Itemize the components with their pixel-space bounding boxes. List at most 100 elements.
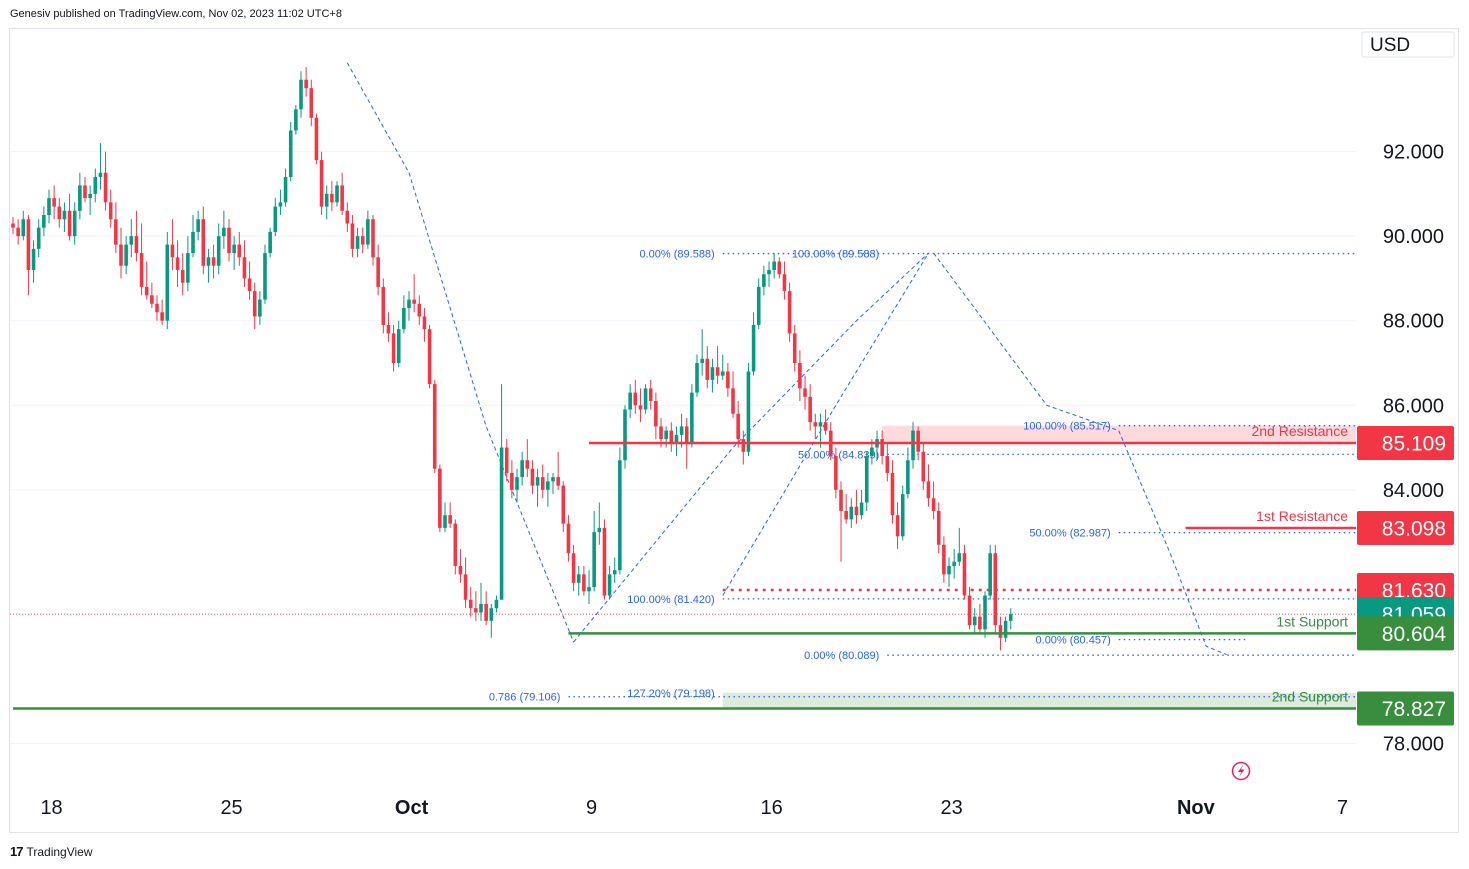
footer-brand[interactable]: 17 TradingView: [10, 844, 93, 859]
candle[interactable]: [463, 557, 468, 609]
candle[interactable]: [638, 388, 643, 423]
candle[interactable]: [515, 468, 519, 503]
candle[interactable]: [813, 413, 818, 440]
candle[interactable]: [654, 392, 658, 440]
candle[interactable]: [720, 354, 725, 380]
candle[interactable]: [602, 519, 607, 600]
candle[interactable]: [314, 113, 319, 165]
candle[interactable]: [556, 451, 560, 490]
candle[interactable]: [180, 253, 185, 296]
candle[interactable]: [854, 489, 859, 524]
candle[interactable]: [263, 244, 267, 304]
candle[interactable]: [772, 253, 776, 279]
candle[interactable]: [42, 206, 46, 237]
candle[interactable]: [304, 67, 308, 97]
candle[interactable]: [309, 79, 314, 127]
candle[interactable]: [355, 227, 360, 258]
candle[interactable]: [849, 498, 854, 528]
candle[interactable]: [330, 181, 334, 211]
candle[interactable]: [880, 430, 884, 465]
candle[interactable]: [592, 510, 596, 592]
candle[interactable]: [864, 451, 869, 511]
candle[interactable]: [124, 236, 128, 275]
candle[interactable]: [489, 603, 494, 638]
candle[interactable]: [360, 227, 365, 254]
price-label-78-827[interactable]: 78.827: [1357, 691, 1454, 726]
candle[interactable]: [432, 379, 437, 473]
candle[interactable]: [11, 217, 15, 235]
candle[interactable]: [705, 346, 710, 389]
candle[interactable]: [216, 223, 221, 275]
candle[interactable]: [206, 248, 211, 283]
candle[interactable]: [458, 549, 463, 583]
candle[interactable]: [628, 384, 632, 418]
candle[interactable]: [731, 371, 735, 418]
candle[interactable]: [134, 210, 139, 262]
candle[interactable]: [26, 215, 31, 296]
candle[interactable]: [726, 362, 730, 397]
candle[interactable]: [828, 422, 833, 461]
candle[interactable]: [535, 468, 540, 507]
candle[interactable]: [412, 274, 416, 313]
candle[interactable]: [926, 464, 931, 507]
price-label-80-604[interactable]: 80.604: [1357, 616, 1454, 651]
lightning-icon[interactable]: [1231, 761, 1251, 781]
candle[interactable]: [957, 527, 962, 566]
candle[interactable]: [1008, 608, 1013, 630]
candle[interactable]: [792, 324, 797, 372]
candle[interactable]: [114, 202, 118, 254]
candle[interactable]: [582, 565, 586, 596]
candle[interactable]: [479, 582, 483, 621]
candle[interactable]: [170, 219, 175, 270]
candle[interactable]: [952, 549, 956, 579]
candle[interactable]: [119, 227, 123, 279]
candle[interactable]: [252, 282, 257, 330]
candle[interactable]: [798, 350, 802, 402]
candle[interactable]: [155, 295, 159, 321]
currency-box[interactable]: USD: [1361, 31, 1455, 58]
candle[interactable]: [196, 210, 200, 241]
candle[interactable]: [47, 189, 51, 224]
candle[interactable]: [78, 172, 82, 220]
candle[interactable]: [165, 231, 170, 330]
candle[interactable]: [561, 481, 566, 533]
candle[interactable]: [751, 312, 756, 376]
candle[interactable]: [448, 502, 452, 528]
candle[interactable]: [247, 261, 252, 300]
candle[interactable]: [710, 358, 715, 393]
candle[interactable]: [453, 519, 458, 575]
candle[interactable]: [834, 447, 838, 499]
candle[interactable]: [108, 189, 113, 228]
candle[interactable]: [366, 210, 370, 249]
candle[interactable]: [988, 544, 992, 600]
candle[interactable]: [895, 502, 900, 550]
candle[interactable]: [777, 257, 782, 279]
candle[interactable]: [756, 278, 761, 330]
candle[interactable]: [746, 362, 751, 457]
candle[interactable]: [139, 223, 144, 296]
candle[interactable]: [510, 460, 514, 499]
candle[interactable]: [808, 384, 812, 431]
candle[interactable]: [386, 312, 391, 342]
candle[interactable]: [191, 215, 195, 258]
candle[interactable]: [232, 236, 236, 270]
candle[interactable]: [422, 308, 427, 342]
candle[interactable]: [319, 151, 324, 216]
candle[interactable]: [324, 185, 329, 220]
candle[interactable]: [803, 375, 807, 410]
candle[interactable]: [258, 291, 262, 325]
candle[interactable]: [417, 295, 422, 325]
candle[interactable]: [906, 447, 910, 499]
candle[interactable]: [1003, 616, 1008, 643]
candle[interactable]: [407, 291, 411, 321]
candle[interactable]: [150, 282, 154, 309]
candle[interactable]: [175, 240, 180, 287]
candle[interactable]: [98, 143, 103, 190]
candle[interactable]: [525, 439, 530, 478]
candle[interactable]: [859, 489, 864, 520]
price-label-83-098[interactable]: 83.098: [1357, 510, 1454, 545]
price-axis[interactable]: 92.000 90.000 88.000 86.000 84.000 78.000 85.1…: [1357, 142, 1454, 756]
candle[interactable]: [391, 324, 396, 372]
candle[interactable]: [36, 219, 41, 258]
